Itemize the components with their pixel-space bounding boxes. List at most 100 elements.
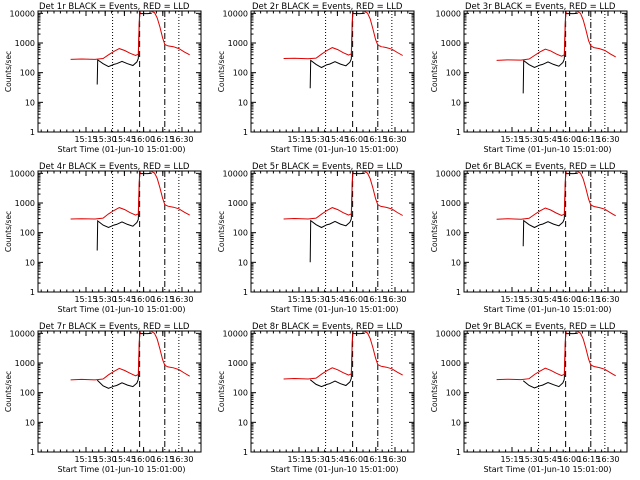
y-tick-label: 10000 [10,329,35,338]
y-tick-label: 10000 [10,169,35,178]
detector-panel: Det 8r BLACK = Events, RED = LLD 1 10 100 10… [217,322,415,474]
detector-panel: Det 2r BLACK = Events, RED = LLD 1 10 100 10… [217,2,415,154]
x-tick-label: 15:30 [520,455,543,464]
panel-title: Det 1r BLACK = Events, RED = LLD [39,2,190,12]
x-axis-label: Start Time (01-Jun-10 15:01:00) [484,465,612,474]
x-tick-label: 15:45 [326,295,349,304]
plot-frame [37,330,202,453]
events-series-line [96,172,152,251]
detector-panel: Det 1r BLACK = Events, RED = LLD 1 10 100 10… [4,2,202,154]
x-tick-label: 15:15 [287,295,310,304]
x-tick-label: 15:15 [287,455,310,464]
lld-series-line [283,171,403,220]
y-tick-label: 10 [451,98,461,107]
y-tick-label: 1000 [441,39,461,48]
x-tick-label: 16:30 [383,455,406,464]
x-tick-label: 16:00 [132,135,155,144]
y-tick-label: 1000 [228,39,248,48]
x-tick-label: 15:15 [500,295,523,304]
y-tick-label: 1000 [15,39,35,48]
x-tick-label: 16:15 [151,295,174,304]
x-tick-label: 16:15 [364,455,387,464]
x-tick-label: 16:15 [577,295,600,304]
x-tick-label: 15:30 [94,135,117,144]
x-tick-label: 16:30 [383,135,406,144]
events-series-line [309,172,365,263]
x-tick-label: 15:30 [307,295,330,304]
x-tick-label: 15:30 [520,295,543,304]
lld-series-line [70,171,190,220]
panel-title: Det 4r BLACK = Events, RED = LLD [39,162,190,172]
plot-frame [463,170,628,293]
x-tick-label: 16:15 [151,455,174,464]
y-tick-label: 10 [25,98,35,107]
panel-title: Det 2r BLACK = Events, RED = LLD [252,2,403,12]
x-tick-label: 15:45 [539,135,562,144]
y-tick-label: 1 [30,128,35,137]
x-tick-label: 16:00 [345,135,368,144]
x-tick-label: 16:00 [558,455,581,464]
y-tick-label: 10000 [223,9,248,18]
y-tick-label: 1000 [15,199,35,208]
x-tick-label: 15:45 [326,135,349,144]
x-axis-label: Start Time (01-Jun-10 15:01:00) [58,305,186,314]
x-tick-label: 15:30 [94,295,117,304]
x-tick-label: 16:00 [345,295,368,304]
x-tick-label: 15:45 [113,295,136,304]
panel-title: Det 5r BLACK = Events, RED = LLD [252,162,403,172]
y-axis-label: Counts/sec [430,371,439,412]
y-tick-label: 10000 [436,9,461,18]
y-tick-label: 10000 [223,329,248,338]
x-axis-label: Start Time (01-Jun-10 15:01:00) [58,465,186,474]
y-tick-label: 1 [243,448,248,457]
y-tick-label: 10000 [436,169,461,178]
y-tick-label: 1000 [15,359,35,368]
y-axis-label: Counts/sec [4,51,13,92]
x-axis-label: Start Time (01-Jun-10 15:01:00) [484,305,612,314]
events-series-line [523,332,578,389]
y-tick-label: 10 [25,258,35,267]
lld-series-line [283,11,403,60]
y-tick-label: 100 [233,389,248,398]
panel-title: Det 7r BLACK = Events, RED = LLD [39,322,190,332]
plot-frame [37,170,202,293]
x-tick-label: 16:00 [132,295,155,304]
x-tick-label: 15:15 [500,455,523,464]
x-tick-label: 15:30 [94,455,117,464]
x-tick-label: 15:45 [539,295,562,304]
y-axis-label: Counts/sec [430,211,439,252]
y-tick-label: 1 [456,448,461,457]
x-tick-label: 16:30 [170,295,193,304]
detector-panel: Det 9r BLACK = Events, RED = LLD 1 10 100 10… [430,322,628,474]
plot-frame [37,10,202,133]
y-tick-label: 10 [238,418,248,427]
events-series-line [522,12,578,94]
y-tick-label: 10 [238,258,248,267]
lld-series-line [70,11,190,60]
y-tick-label: 10 [238,98,248,107]
plot-frame [250,10,415,133]
x-tick-label: 16:15 [577,135,600,144]
y-tick-label: 10 [451,258,461,267]
x-tick-label: 15:15 [74,135,97,144]
plot-frame [250,330,415,453]
events-series-line [309,12,365,89]
x-tick-label: 15:45 [113,135,136,144]
x-tick-label: 16:15 [577,455,600,464]
x-tick-label: 15:15 [74,295,97,304]
y-axis-label: Counts/sec [217,51,226,92]
lld-series-line [70,331,190,381]
y-tick-label: 100 [446,229,461,238]
y-axis-label: Counts/sec [4,211,13,252]
y-tick-label: 1000 [228,359,248,368]
y-tick-label: 1000 [228,199,248,208]
x-tick-label: 15:30 [520,135,543,144]
x-axis-label: Start Time (01-Jun-10 15:01:00) [271,465,399,474]
y-axis-label: Counts/sec [217,211,226,252]
x-tick-label: 16:30 [170,135,193,144]
x-tick-label: 15:45 [113,455,136,464]
panel-title: Det 3r BLACK = Events, RED = LLD [465,2,616,12]
x-axis-label: Start Time (01-Jun-10 15:01:00) [58,145,186,154]
y-tick-label: 10000 [436,329,461,338]
